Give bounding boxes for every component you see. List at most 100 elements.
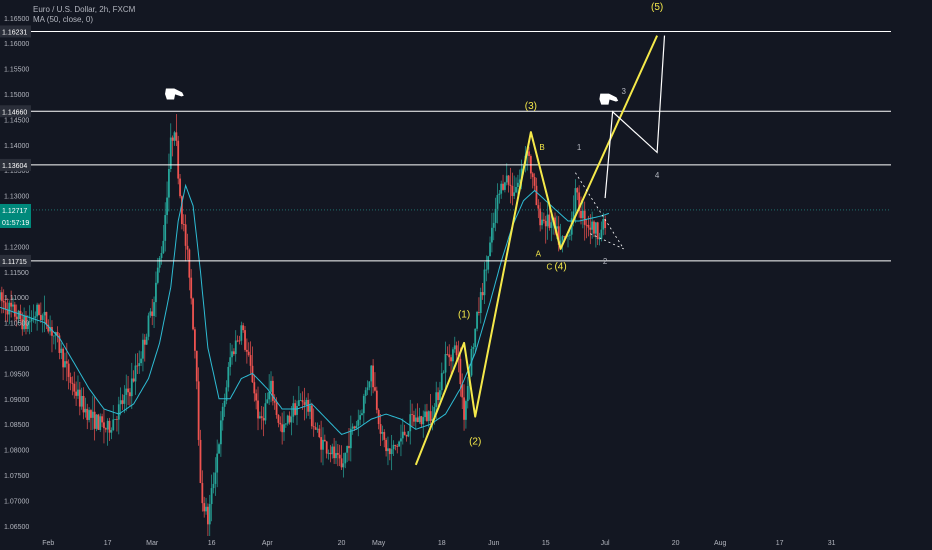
candle-body — [184, 224, 187, 246]
candle-body — [262, 418, 265, 421]
candle-body — [136, 365, 139, 367]
candle-body — [158, 257, 161, 268]
candle-body — [186, 245, 189, 250]
candle-body — [43, 311, 46, 316]
candle-body — [535, 185, 538, 206]
candle-body — [349, 428, 352, 449]
y-tick-label: 1.13500 — [4, 168, 29, 175]
candle-body — [219, 420, 222, 445]
candle-body — [190, 277, 193, 299]
moving-average-line — [0, 183, 610, 435]
candle-body — [23, 315, 26, 330]
candle-body — [264, 403, 267, 421]
last-price-badge — [0, 203, 31, 228]
candle-body — [361, 413, 363, 416]
candle-body — [214, 472, 217, 484]
candle-body — [515, 186, 517, 193]
countdown-label: 01:57:19 — [2, 220, 29, 227]
candle-body — [357, 419, 360, 426]
symbol-title[interactable]: Euro / U.S. Dollar, 2h, FXCM — [33, 5, 136, 14]
candle-body — [132, 378, 135, 382]
candle-body — [73, 383, 76, 392]
candle-body — [258, 416, 261, 419]
candle-body — [576, 188, 579, 193]
candle-body — [383, 432, 386, 440]
candle-body — [500, 183, 503, 194]
candle-body — [335, 453, 337, 459]
candle-body — [598, 238, 601, 240]
projection-path-line — [604, 35, 666, 199]
candle-body — [216, 453, 219, 473]
candle-body — [479, 292, 482, 313]
candle-body — [8, 302, 11, 315]
candle-body — [348, 446, 350, 449]
candle-body — [236, 340, 239, 342]
candle-body — [299, 400, 302, 401]
candle-body — [227, 366, 230, 388]
y-tick-label: 1.06500 — [4, 524, 29, 531]
candle-body — [476, 311, 478, 329]
candle-body — [255, 393, 258, 401]
candle-body — [420, 416, 423, 425]
candle-body — [481, 292, 484, 296]
candle-body — [75, 391, 78, 396]
x-tick-label: May — [372, 540, 386, 547]
candle-body — [232, 351, 235, 355]
candle-body — [199, 439, 202, 484]
candle-body — [155, 282, 157, 303]
y-tick-label: 1.13000 — [4, 194, 29, 201]
candle-body — [359, 415, 362, 420]
candle-body — [201, 483, 204, 504]
candle-body — [197, 381, 200, 440]
candle-body — [466, 386, 469, 402]
candle-body — [117, 404, 120, 420]
y-tick-label: 1.11500 — [4, 270, 29, 277]
candle-body — [452, 349, 454, 362]
candle-body — [234, 340, 237, 355]
candle-body — [388, 448, 391, 455]
candle-body — [465, 401, 467, 420]
candle-body — [17, 310, 20, 320]
candle-body — [47, 324, 50, 332]
candle-body — [444, 354, 447, 373]
candle-body — [411, 414, 413, 416]
candle-body — [127, 388, 129, 393]
candle-body — [210, 488, 213, 505]
candle-body — [257, 400, 259, 419]
y-tick-label: 1.14500 — [4, 117, 29, 124]
candle-body — [229, 357, 232, 367]
candle-body — [25, 315, 27, 330]
candle-body — [596, 222, 599, 240]
ma-indicator-label[interactable]: MA (50, close, 0) — [33, 15, 94, 24]
candle-body — [316, 428, 319, 430]
candle-body — [498, 193, 501, 196]
candle-body — [149, 311, 152, 316]
candle-body — [4, 302, 7, 310]
candle-body — [542, 219, 545, 221]
y-tick-label: 1.07000 — [4, 498, 29, 505]
candle-body — [392, 444, 395, 450]
candle-body — [283, 424, 285, 433]
candle-body — [238, 340, 241, 342]
candle-body — [64, 361, 66, 368]
wave-label: A — [536, 250, 542, 259]
x-tick-label: Feb — [42, 540, 54, 547]
candle-body — [194, 329, 196, 351]
x-tick-label: 20 — [672, 540, 680, 547]
candle-body — [99, 416, 102, 430]
candle-body — [56, 332, 59, 336]
candle-body — [368, 381, 371, 388]
candle-body — [568, 234, 571, 236]
candle-body — [21, 319, 24, 330]
candle-body — [483, 269, 486, 296]
wave-label: (5) — [651, 2, 663, 13]
price-badge — [0, 158, 31, 171]
candle-body — [143, 339, 146, 345]
candle-body — [405, 434, 408, 437]
candle-body — [103, 422, 105, 429]
price-badge-label: 1.13604 — [2, 163, 27, 170]
candle-body — [303, 402, 306, 405]
